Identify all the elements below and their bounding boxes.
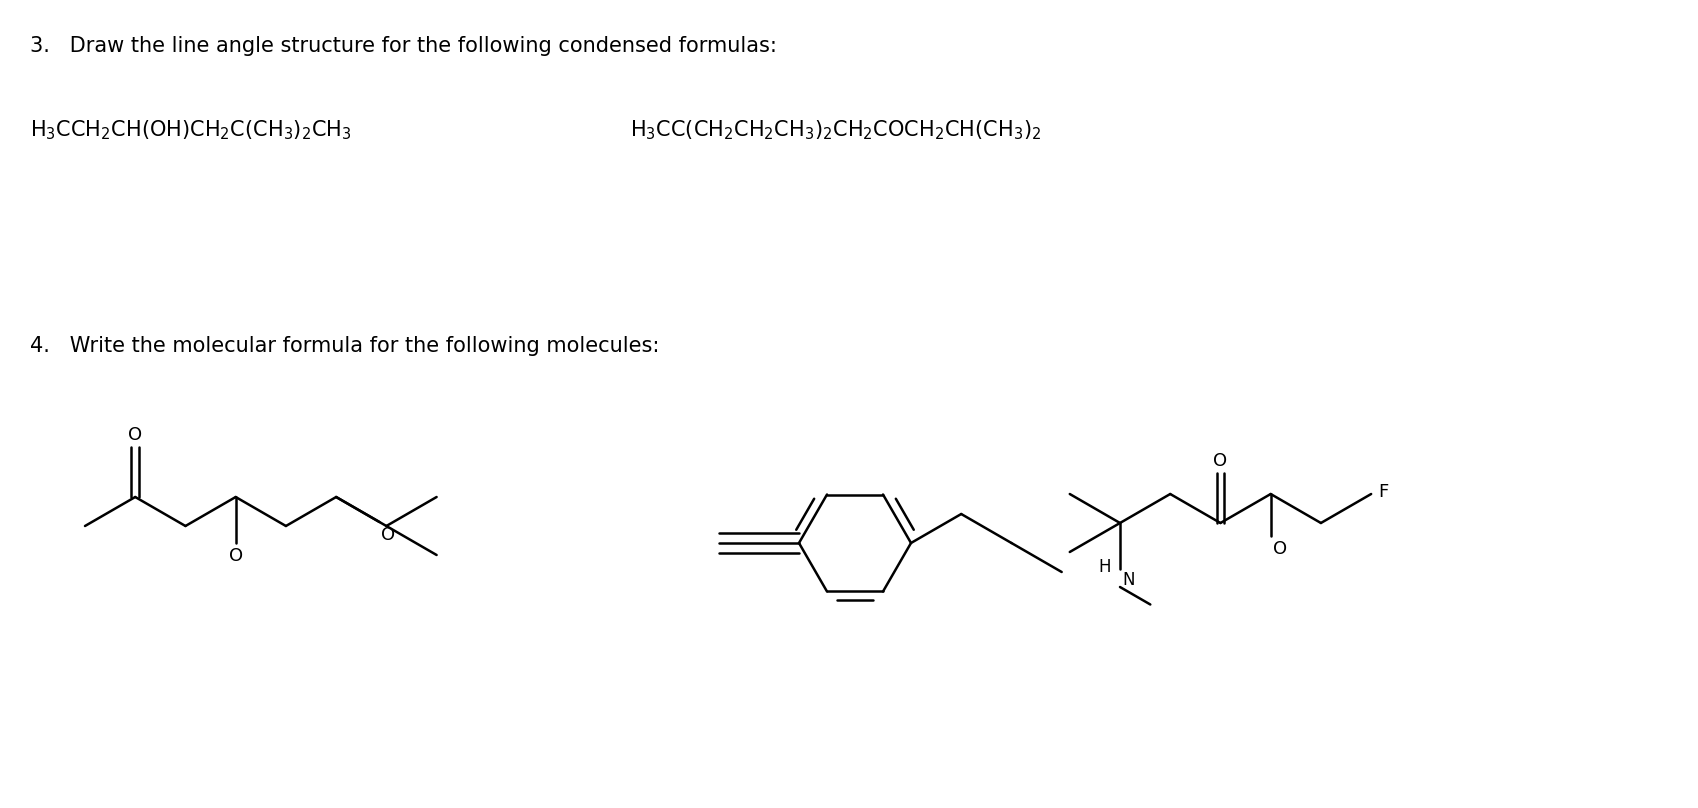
Text: H: H bbox=[1099, 558, 1110, 576]
Text: 4.   Write the molecular formula for the following molecules:: 4. Write the molecular formula for the f… bbox=[31, 336, 659, 356]
Text: O: O bbox=[1214, 452, 1228, 470]
Text: F: F bbox=[1379, 483, 1389, 501]
Text: O: O bbox=[127, 426, 143, 444]
Text: $\mathdefault{H_3CC(CH_2CH_2CH_3)_2CH_2COCH_2CH(CH_3)_2}$: $\mathdefault{H_3CC(CH_2CH_2CH_3)_2CH_2C… bbox=[630, 118, 1041, 141]
Text: N: N bbox=[1122, 571, 1134, 589]
Text: O: O bbox=[382, 526, 396, 544]
Text: 3.   Draw the line angle structure for the following condensed formulas:: 3. Draw the line angle structure for the… bbox=[31, 36, 778, 56]
Text: O: O bbox=[229, 547, 243, 565]
Text: O: O bbox=[1274, 540, 1287, 558]
Text: $\mathdefault{H_3CCH_2CH(OH)CH_2C(CH_3)_2CH_3}$: $\mathdefault{H_3CCH_2CH(OH)CH_2C(CH_3)_… bbox=[31, 118, 351, 141]
